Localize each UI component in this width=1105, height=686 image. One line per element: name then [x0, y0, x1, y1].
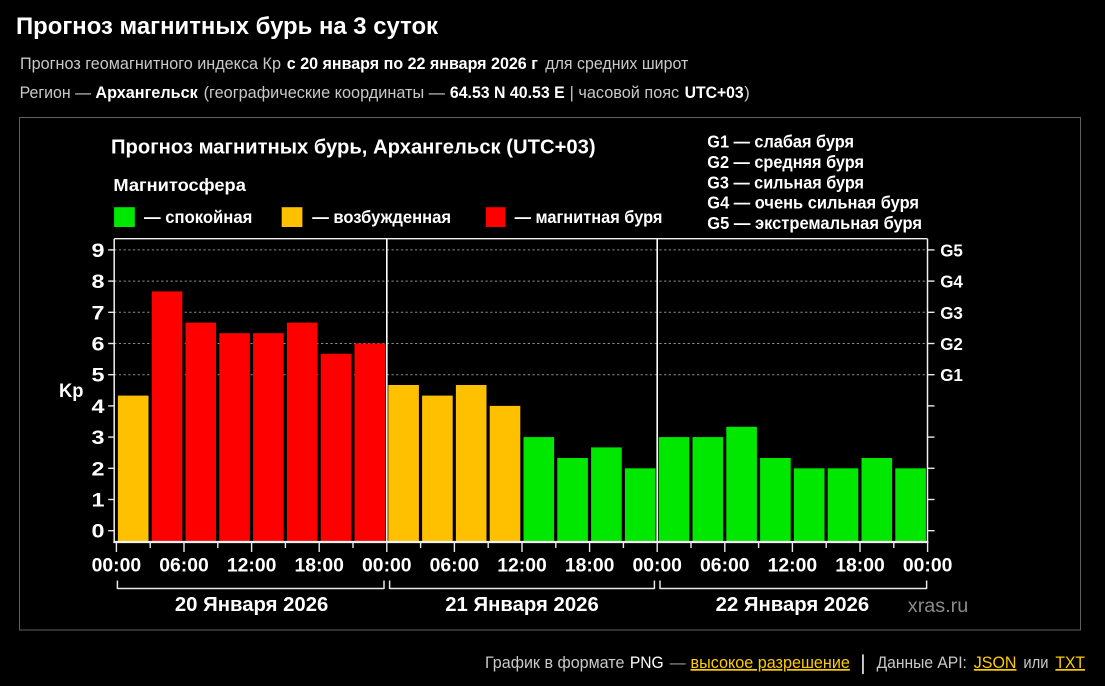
svg-text:— магнитная буря: — магнитная буря	[515, 207, 663, 227]
svg-text:G2 — средняя буря: G2 — средняя буря	[707, 152, 864, 172]
svg-text:для средних широт: для средних широт	[545, 55, 688, 73]
svg-text:20 Января 2026: 20 Января 2026	[175, 594, 329, 616]
svg-text:9: 9	[92, 240, 105, 262]
svg-text:G2: G2	[940, 334, 963, 354]
svg-text:00:00: 00:00	[92, 555, 142, 577]
svg-text:или: или	[1023, 653, 1048, 672]
svg-text:JSON: JSON	[974, 653, 1017, 672]
svg-text:TXT: TXT	[1055, 653, 1085, 672]
svg-text:4: 4	[92, 396, 105, 418]
svg-text:xras.ru: xras.ru	[908, 596, 969, 617]
svg-text:| часовой пояс: | часовой пояс	[570, 84, 680, 102]
svg-text:): )	[744, 84, 750, 102]
svg-text:18:00: 18:00	[835, 555, 885, 577]
svg-text:Архангельск: Архангельск	[95, 84, 198, 102]
svg-text:PNG: PNG	[630, 653, 664, 672]
svg-text:12:00: 12:00	[227, 555, 277, 577]
svg-text:G5: G5	[940, 240, 963, 260]
svg-text:64.53 N 40.53 E: 64.53 N 40.53 E	[450, 84, 565, 102]
svg-text:высокое разрешение: высокое разрешение	[691, 653, 850, 672]
svg-text:Магнитосфера: Магнитосфера	[113, 175, 246, 195]
svg-text:G1 — слабая буря: G1 — слабая буря	[707, 132, 854, 152]
svg-text:Прогноз магнитных бурь на 3 су: Прогноз магнитных бурь на 3 суток	[16, 13, 439, 40]
svg-text:G3 — сильная буря: G3 — сильная буря	[707, 172, 864, 192]
svg-text:5: 5	[92, 365, 105, 387]
svg-text:00:00: 00:00	[632, 555, 682, 577]
svg-text:06:00: 06:00	[700, 555, 750, 577]
svg-text:G4 — очень сильная буря: G4 — очень сильная буря	[707, 193, 919, 213]
svg-text:00:00: 00:00	[903, 555, 953, 577]
svg-text:1: 1	[92, 490, 105, 512]
svg-text:22 Января 2026: 22 Января 2026	[716, 594, 870, 616]
svg-text:0: 0	[92, 521, 105, 543]
svg-text:G1: G1	[940, 365, 963, 385]
svg-text:Регион —: Регион —	[20, 84, 92, 102]
svg-text:2: 2	[92, 458, 105, 480]
svg-text:—: —	[670, 653, 686, 672]
svg-text:00:00: 00:00	[362, 555, 412, 577]
svg-text:G3: G3	[940, 303, 963, 323]
svg-text:21 Января 2026: 21 Января 2026	[445, 594, 599, 616]
svg-text:Kp: Kp	[59, 380, 84, 402]
svg-text:(географические координаты —: (географические координаты —	[204, 84, 446, 102]
svg-text:18:00: 18:00	[565, 555, 615, 577]
svg-text:8: 8	[92, 271, 105, 293]
svg-text:3: 3	[92, 427, 105, 449]
svg-text:G5 — экстремальная буря: G5 — экстремальная буря	[707, 213, 922, 233]
svg-text:06:00: 06:00	[430, 555, 480, 577]
svg-text:Прогноз геомагнитного индекса: Прогноз геомагнитного индекса Кр	[20, 55, 281, 73]
svg-text:с 20 января по 22 января 2026: с 20 января по 22 января 2026 г	[287, 55, 538, 73]
svg-text:7: 7	[92, 302, 105, 324]
svg-text:12:00: 12:00	[768, 555, 818, 577]
svg-text:UTC+03: UTC+03	[685, 84, 744, 102]
svg-text:G4: G4	[940, 272, 963, 292]
svg-text:06:00: 06:00	[159, 555, 209, 577]
svg-text:18:00: 18:00	[294, 555, 344, 577]
svg-text:6: 6	[92, 334, 105, 356]
svg-text:— спокойная: — спокойная	[144, 207, 252, 227]
svg-text:Прогноз магнитных бурь, Арханг: Прогноз магнитных бурь, Архангельск (UTC…	[111, 136, 596, 158]
svg-text:— возбужденная: — возбужденная	[312, 207, 451, 227]
svg-text:График в формате: График в формате	[485, 653, 624, 672]
svg-text:Данные API:: Данные API:	[877, 653, 967, 672]
svg-text:12:00: 12:00	[497, 555, 547, 577]
